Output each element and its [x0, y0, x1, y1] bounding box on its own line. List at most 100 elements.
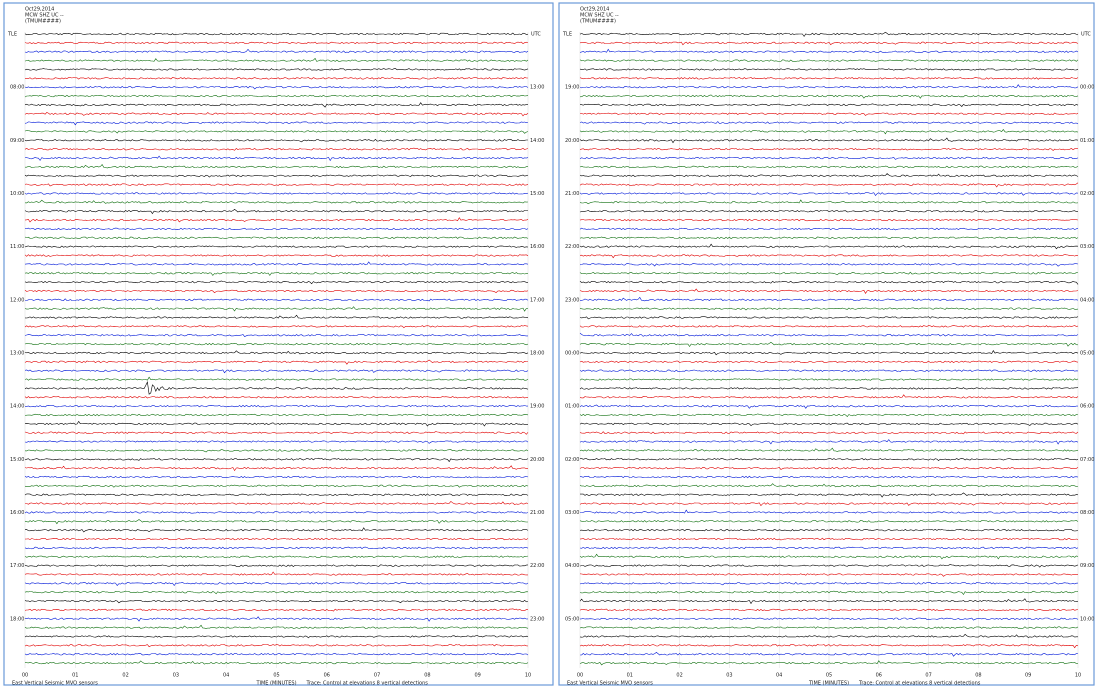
seismic-trace: [24, 325, 529, 329]
seismic-trace: [24, 519, 528, 525]
hour-label: 03:00: [565, 510, 579, 516]
seismic-trace: [24, 86, 529, 90]
seismic-trace: [579, 387, 1079, 390]
hour-label: 19:00: [565, 85, 579, 91]
seismic-trace: [579, 652, 1079, 657]
seismic-trace: [579, 581, 1079, 586]
seismic-trace: [579, 626, 1079, 629]
zone-label: UTC: [531, 32, 541, 38]
seismic-trace: [579, 404, 1079, 409]
seismic-trace: [25, 163, 529, 169]
seismic-trace: [24, 334, 528, 337]
hour-label: 01:00: [565, 404, 579, 410]
seismic-trace: [24, 76, 529, 80]
hour-label: 00:00: [1080, 85, 1094, 91]
seismic-trace: [579, 475, 1079, 479]
hour-label: 17:00: [10, 563, 24, 569]
seismic-trace: [579, 173, 1079, 178]
seismic-trace: [579, 156, 1079, 160]
hour-label: 12:00: [10, 297, 24, 303]
seismic-trace: [24, 599, 529, 604]
seismic-trace: [579, 502, 1079, 507]
zone-label: UTC: [1081, 32, 1091, 38]
seismic-trace: [24, 350, 529, 355]
seismic-trace: [24, 41, 529, 44]
hour-label: 01:00: [1080, 138, 1094, 144]
seismic-trace: [24, 174, 529, 178]
seismic-trace: [579, 48, 1079, 53]
seismic-trace: [580, 492, 1079, 498]
minute-label: 09: [475, 673, 481, 679]
seismic-trace: [580, 458, 1079, 461]
seismic-trace: [579, 112, 1079, 116]
minute-label: 03: [726, 673, 732, 679]
seismic-trace: [579, 129, 1079, 135]
seismic-trace: [579, 227, 1079, 231]
header-line: MCW SHZ UC --: [25, 13, 64, 19]
seismic-trace: [579, 236, 1079, 240]
seismic-trace: [24, 457, 529, 463]
seismic-trace: [579, 165, 1079, 169]
seismic-trace: [24, 254, 529, 257]
hour-label: 03:00: [1080, 244, 1094, 250]
minute-label: 02: [122, 673, 128, 679]
seismic-trace: [24, 660, 529, 665]
hour-label: 08:00: [1080, 510, 1094, 516]
seismic-trace: [579, 644, 1079, 649]
seismic-trace: [579, 598, 1079, 605]
seismic-trace: [579, 341, 1079, 348]
seismic-trace: [24, 227, 529, 231]
seismic-trace: [24, 359, 528, 365]
zone-label: TLE: [562, 32, 572, 38]
seismic-trace: [24, 440, 529, 444]
hour-label: 11:00: [10, 244, 24, 250]
hour-label: 08:00: [10, 85, 24, 91]
minute-label: 04: [223, 673, 229, 679]
hour-label: 21:00: [530, 510, 544, 516]
seismic-trace: [579, 332, 1079, 337]
header-line: (TMUM####): [580, 19, 616, 25]
seismic-trace: [579, 633, 1078, 638]
seismic-trace: [579, 537, 1079, 541]
seismic-trace: [579, 41, 1079, 46]
seismic-trace: [24, 420, 529, 427]
hour-label: 15:00: [10, 457, 24, 463]
seismic-trace: [579, 394, 1079, 399]
hour-label: 02:00: [1080, 191, 1094, 197]
seismic-trace: [24, 376, 529, 381]
minute-label: 00: [22, 673, 28, 679]
seismic-trace: [579, 148, 1079, 151]
hour-label: 05:00: [565, 616, 579, 622]
panel-border: [3, 2, 554, 686]
seismic-trace: [24, 57, 529, 63]
seismic-trace: [24, 527, 529, 533]
seismic-trace: [579, 378, 1079, 381]
minute-label: 08: [975, 673, 981, 679]
footer-note: East Vertical Seismic MVO sensors: [12, 681, 98, 687]
seismic-trace: [579, 360, 1079, 363]
seismic-trace: [579, 590, 1079, 596]
hour-label: 16:00: [10, 510, 24, 516]
seismic-trace: [24, 555, 529, 559]
hour-label: 18:00: [530, 350, 544, 356]
seismic-trace: [579, 263, 1079, 267]
seismic-trace: [579, 564, 1079, 568]
seismic-trace: [24, 130, 529, 134]
seismic-trace: [579, 296, 1079, 302]
header-line: Oct29,2014: [25, 7, 54, 13]
minute-label: 08: [424, 673, 430, 679]
seismic-trace: [579, 199, 1079, 205]
seismic-trace: [579, 660, 1079, 666]
seismic-trace: [24, 209, 528, 215]
hour-label: 22:00: [565, 244, 579, 250]
seismic-trace: [24, 431, 529, 435]
seismic-trace: [24, 608, 529, 612]
seismic-trace: [24, 571, 528, 576]
seismic-trace: [579, 413, 1079, 418]
seismic-trace: [579, 439, 1079, 445]
seismic-trace: [24, 192, 529, 195]
minute-label: 02: [676, 673, 682, 679]
seismic-trace: [24, 546, 529, 550]
hour-label: 18:00: [10, 616, 24, 622]
